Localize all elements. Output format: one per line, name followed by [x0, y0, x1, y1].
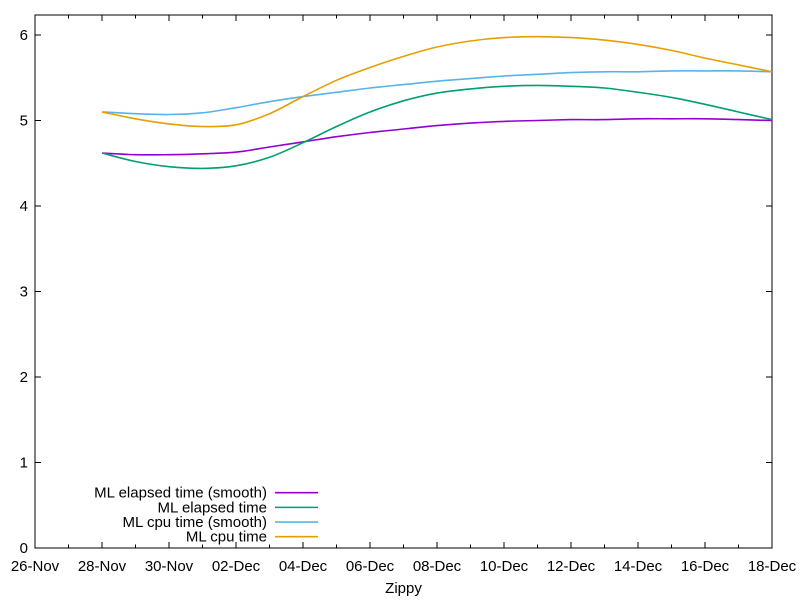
chart-legend: ML elapsed time (smooth)ML elapsed timeM… — [94, 485, 318, 546]
series-lines — [101, 35, 773, 170]
y-tick-labels: 0 1 2 3 4 5 6 — [20, 27, 28, 557]
y-tick-label: 2 — [20, 369, 28, 386]
x-tick-label: 28-Nov — [78, 558, 127, 575]
x-tick-label: 10-Dec — [480, 558, 529, 575]
x-tick-label: 30-Nov — [145, 558, 194, 575]
y-tick-label: 6 — [20, 27, 28, 44]
x-tick-label: 12-Dec — [547, 558, 596, 575]
y-tick-label: 4 — [20, 198, 28, 215]
series-line-ml-elapsed-time-smooth- — [101, 117, 773, 156]
x-tick-labels: 26-Nov 28-Nov 30-Nov 02-Dec 04-Dec 06-Dec 08-D… — [11, 558, 797, 575]
series-line-ml-elapsed-time — [101, 84, 773, 170]
legend-label: ML cpu time (smooth) — [123, 514, 268, 531]
legend-label: ML elapsed time (smooth) — [94, 485, 267, 502]
x-tick-label: 08-Dec — [413, 558, 462, 575]
legend-label: ML cpu time — [186, 529, 267, 546]
x-tick-label: 14-Dec — [614, 558, 663, 575]
y-tick-label: 3 — [20, 284, 28, 301]
legend-label: ML elapsed time — [158, 499, 268, 516]
series-line-ml-cpu-time — [101, 35, 773, 128]
y-tick-label: 5 — [20, 113, 28, 130]
y-tick-label: 0 — [20, 540, 28, 557]
x-tick-label: 04-Dec — [279, 558, 328, 575]
x-tick-label: 26-Nov — [11, 558, 60, 575]
y-tick-label: 1 — [20, 455, 28, 472]
x-tick-label: 02-Dec — [212, 558, 261, 575]
x-axis-label: Zippy — [385, 580, 422, 597]
axis-ticks — [34, 15, 773, 549]
series-line-ml-cpu-time-smooth- — [101, 70, 773, 116]
x-tick-label: 06-Dec — [346, 558, 395, 575]
x-tick-label: 18-Dec — [748, 558, 797, 575]
x-tick-label: 16-Dec — [681, 558, 730, 575]
x-axis-title: Zippy — [385, 580, 422, 597]
